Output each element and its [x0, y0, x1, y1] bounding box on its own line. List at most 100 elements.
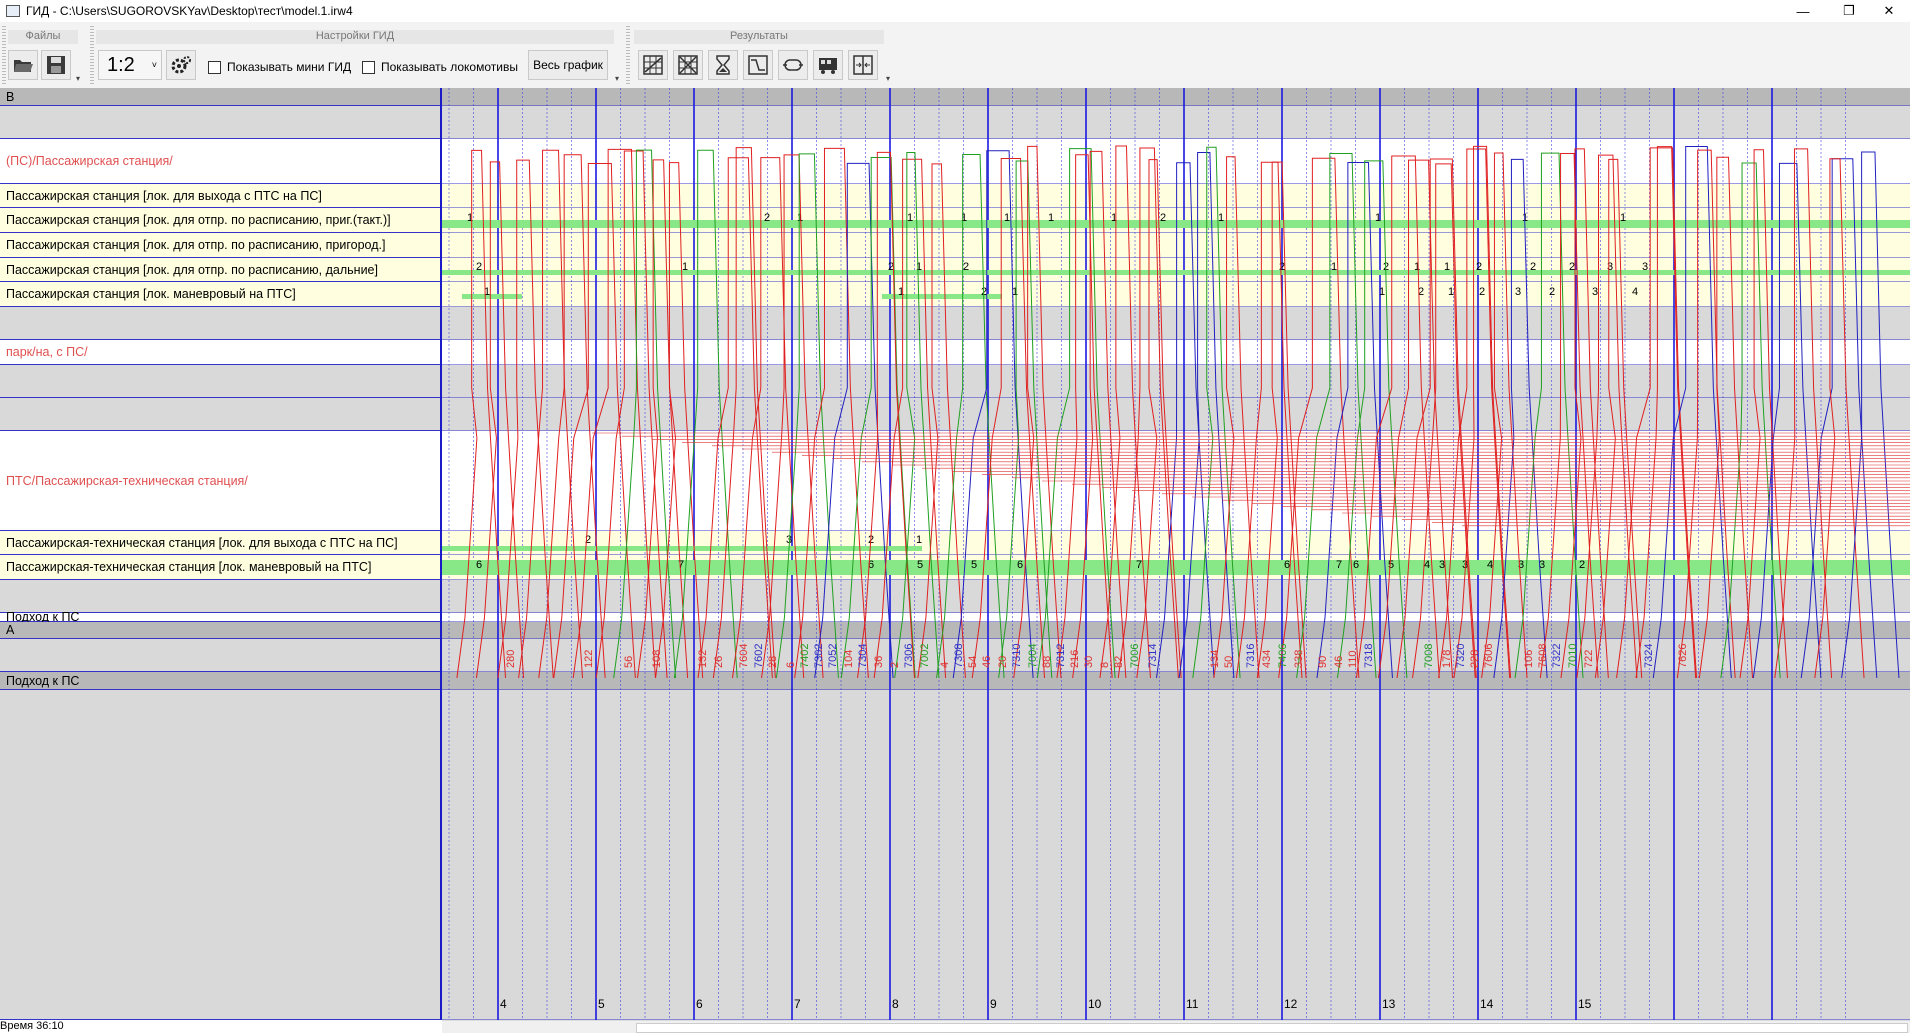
station-row-label: Пассажирская-техническая станция [лок. м… — [0, 555, 440, 580]
results-grid-cross-button[interactable] — [673, 50, 703, 80]
train-thread — [1256, 161, 1307, 679]
graph-row-band — [442, 233, 1910, 258]
train-number-label: 122 — [583, 650, 595, 668]
settings-button[interactable] — [166, 50, 196, 80]
results-curve-button[interactable] — [743, 50, 773, 80]
locomotive-occupancy-bar — [442, 560, 1910, 575]
train-thread — [1493, 158, 1548, 679]
show-mini-gid-checkbox[interactable]: Показывать мини ГИД — [208, 60, 351, 74]
locomotive-count-label: 2 — [1279, 261, 1285, 273]
locomotive-count-label: 6 — [476, 559, 482, 571]
hour-label-top: 9 — [990, 88, 997, 90]
graph-row-band — [442, 613, 1910, 622]
station-row-label — [0, 106, 440, 139]
hour-label-top: 7 — [794, 88, 801, 90]
show-mini-gid-label: Показывать мини ГИД — [227, 60, 352, 74]
results-train-button[interactable] — [813, 50, 843, 80]
train-thread — [814, 162, 894, 679]
locomotive-count-label: 3 — [1642, 261, 1648, 273]
hour-label-top: 6 — [696, 88, 703, 90]
locomotive-occupancy-bar — [462, 294, 522, 299]
open-folder-button[interactable] — [8, 50, 38, 80]
locomotive-count-label: 1 — [1375, 212, 1381, 224]
locomotive-count-label: 1 — [1414, 261, 1420, 273]
hour-label-top: 8 — [892, 88, 899, 90]
locomotive-count-label: 1 — [916, 261, 922, 273]
hour-label-bottom: 13 — [1382, 997, 1396, 1011]
train-number-label: 7604 — [738, 644, 750, 668]
train-thread — [697, 157, 773, 679]
train-thread — [572, 148, 656, 679]
show-locomotives-checkbox[interactable]: Показывать локомотивы — [362, 60, 518, 74]
settings-overflow-icon[interactable]: ▾ — [615, 74, 620, 83]
graph-row-band — [442, 307, 1910, 340]
toolbar-grip-3[interactable] — [626, 26, 630, 86]
results-split-button[interactable] — [848, 50, 878, 80]
horizontal-scrollbar[interactable] — [442, 1020, 1910, 1033]
close-button[interactable]: ✕ — [1883, 3, 1895, 18]
train-number-label: 36 — [873, 656, 885, 668]
scale-select[interactable]: 1:2 ˅ — [98, 50, 162, 80]
hour-label-bottom: 7 — [794, 997, 801, 1011]
locomotive-count-label: 3 — [1592, 286, 1598, 298]
station-row-label: парк/на, с ПС/ — [0, 340, 440, 365]
train-graph[interactable]: 4455667788991010111112121313141415151211… — [442, 88, 1910, 1020]
results-loop-button[interactable] — [778, 50, 808, 80]
station-row-label: Пассажирская станция [лок. для отпр. по … — [0, 233, 440, 258]
station-row-label: Пассажирская станция [лок. для отпр. по … — [0, 258, 440, 282]
results-hourglass-button[interactable] — [708, 50, 738, 80]
train-thread — [636, 159, 689, 679]
train-number-label: 2 — [889, 662, 901, 668]
locomotive-count-label: 1 — [961, 212, 967, 224]
train-number-label: 7302 — [813, 644, 825, 668]
train-number-label: 134 — [1209, 650, 1221, 668]
toolbar-grip-2[interactable] — [90, 26, 94, 86]
train-thread — [1355, 155, 1440, 679]
locomotive-count-label: 1 — [682, 261, 688, 273]
train-number-label: 7402 — [799, 644, 811, 668]
train-number-label: 434 — [1261, 650, 1273, 668]
toolbar-grip[interactable] — [2, 26, 6, 86]
train-thread — [1036, 148, 1116, 679]
train-number-label: 338 — [1293, 650, 1305, 668]
locomotive-count-label: 1 — [1448, 286, 1454, 298]
hour-label-bottom: 12 — [1284, 997, 1298, 1011]
locomotive-count-label: 3 — [1539, 559, 1545, 571]
train-thread — [1316, 161, 1393, 679]
train-thread — [1752, 162, 1822, 679]
locomotive-count-label: 2 — [1476, 261, 1482, 273]
gear-icon — [171, 56, 191, 74]
locomotive-occupancy-bar — [442, 546, 922, 551]
checkbox-box[interactable] — [208, 60, 221, 74]
locomotive-count-label: 1 — [467, 212, 473, 224]
checkbox-box[interactable] — [362, 60, 375, 74]
results-overflow-icon[interactable]: ▾ — [886, 74, 891, 83]
train-thread — [1560, 148, 1609, 679]
train-number-label: 7008 — [1423, 644, 1435, 668]
hour-label-bottom: 11 — [1186, 997, 1199, 1011]
app-icon — [6, 5, 20, 17]
train-number-label: 7320 — [1455, 644, 1467, 668]
train-number-label: 722 — [1583, 650, 1595, 668]
hour-label-bottom: 15 — [1578, 997, 1592, 1011]
train-thread — [917, 163, 966, 679]
loop-icon — [783, 59, 803, 71]
save-button[interactable] — [41, 50, 71, 80]
files-overflow-icon[interactable]: ▾ — [76, 74, 81, 83]
results-grid-chart-button[interactable] — [638, 50, 668, 80]
locomotive-count-label: 1 — [1048, 212, 1054, 224]
locomotive-count-label: 2 — [1479, 286, 1485, 298]
train-thread — [1720, 162, 1781, 679]
train-thread — [1814, 158, 1865, 679]
train-thread — [1635, 146, 1697, 679]
train-thread — [1136, 159, 1182, 679]
grid-chart-icon — [643, 55, 663, 75]
whole-graph-button[interactable]: Весь график — [528, 50, 608, 80]
train-number-label: 7006 — [1129, 644, 1141, 668]
train-thread — [497, 159, 554, 679]
restore-button[interactable]: ❐ — [1843, 3, 1855, 18]
train-number-label: 110 — [1347, 650, 1359, 668]
minimize-button[interactable]: — — [1796, 3, 1810, 19]
train-thread — [1336, 160, 1408, 679]
train-number-label: 30 — [1083, 656, 1095, 668]
